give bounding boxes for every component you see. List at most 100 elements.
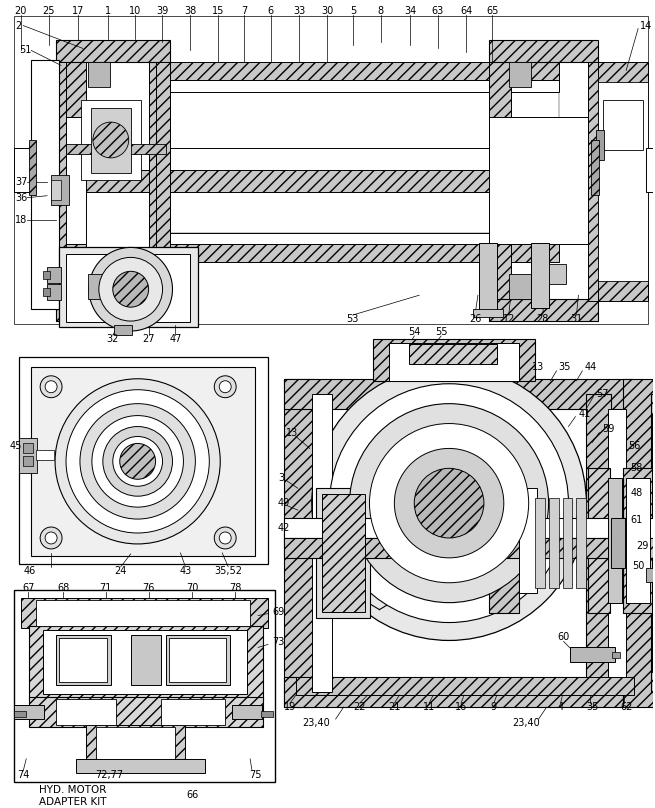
Bar [131,635,160,685]
Text: 72,77: 72,77 [95,770,123,780]
Text: 47: 47 [169,334,181,344]
Bar [531,243,549,308]
Text: 44: 44 [584,362,597,372]
Circle shape [40,376,62,398]
Text: 75: 75 [249,770,261,780]
Bar [14,590,275,781]
Bar [646,568,655,582]
Bar [56,635,111,685]
Text: 51: 51 [19,45,31,56]
Text: 58: 58 [630,463,643,473]
Bar [56,299,170,321]
Bar [19,357,268,564]
Bar [598,82,648,281]
Text: 11: 11 [423,702,436,712]
Circle shape [92,415,183,507]
Text: 65: 65 [486,6,498,15]
Bar [43,629,247,694]
Bar [56,62,66,301]
Bar [76,759,205,772]
Bar [576,499,586,587]
Text: 71: 71 [100,583,112,593]
Bar [19,439,37,473]
Text: 49: 49 [278,499,290,508]
Text: 76: 76 [142,583,155,593]
Bar [563,499,572,587]
Text: 39: 39 [156,6,168,15]
Text: 56: 56 [628,441,641,452]
Bar [611,518,625,568]
Bar [29,625,263,701]
Bar [646,148,655,191]
Bar [598,62,648,301]
Text: 48: 48 [630,488,643,499]
Bar [586,393,611,692]
Text: 9: 9 [491,702,497,712]
Text: 33: 33 [293,6,305,15]
Circle shape [80,404,195,519]
Bar [534,499,544,587]
Bar [51,180,61,200]
Bar [603,100,643,150]
Bar [284,538,655,558]
Circle shape [214,527,236,549]
Text: 2: 2 [15,20,22,31]
Text: 29: 29 [636,541,648,551]
Text: 8: 8 [377,6,384,15]
Text: 25: 25 [43,6,55,15]
Bar [14,148,34,191]
Circle shape [113,271,149,307]
Bar [149,58,170,307]
Bar [14,711,26,717]
Bar [591,140,599,195]
Text: ADAPTER KIT: ADAPTER KIT [39,797,107,806]
Bar [389,343,519,381]
Bar [43,271,50,280]
Text: 30: 30 [321,6,333,15]
Text: 35,52: 35,52 [214,566,242,576]
Bar [160,699,225,725]
Text: 36: 36 [15,192,28,203]
Circle shape [394,448,504,558]
Bar [284,379,632,409]
Text: 78: 78 [229,583,241,593]
Bar [66,144,166,154]
Bar [170,80,559,92]
Bar [91,108,131,173]
Text: 22: 22 [353,702,365,712]
Bar [489,469,519,612]
Bar [168,638,226,682]
Bar [608,409,626,677]
Bar [47,284,61,301]
Bar [166,635,230,685]
Text: 19: 19 [284,702,296,712]
Text: 27: 27 [142,334,155,344]
Bar [14,15,648,324]
Bar [509,62,531,87]
Text: 23,40: 23,40 [512,718,540,728]
Bar [623,379,653,707]
Bar [56,62,86,117]
Circle shape [219,381,231,393]
Text: 43: 43 [179,566,191,576]
Bar [36,450,54,461]
Bar [43,288,50,297]
Bar [549,499,559,587]
Bar [571,647,615,663]
Bar [156,62,170,301]
Text: 54: 54 [408,327,421,337]
Circle shape [66,389,210,533]
Text: 42: 42 [278,523,290,533]
Circle shape [93,122,128,158]
Text: 20: 20 [14,6,27,15]
Bar [36,600,250,625]
Text: 57: 57 [596,389,609,398]
Circle shape [350,404,549,603]
Bar [96,727,176,762]
Bar [21,598,268,628]
Bar [473,309,503,317]
Circle shape [414,469,484,538]
Bar [588,469,610,612]
Bar [170,92,559,233]
Bar [284,518,655,538]
